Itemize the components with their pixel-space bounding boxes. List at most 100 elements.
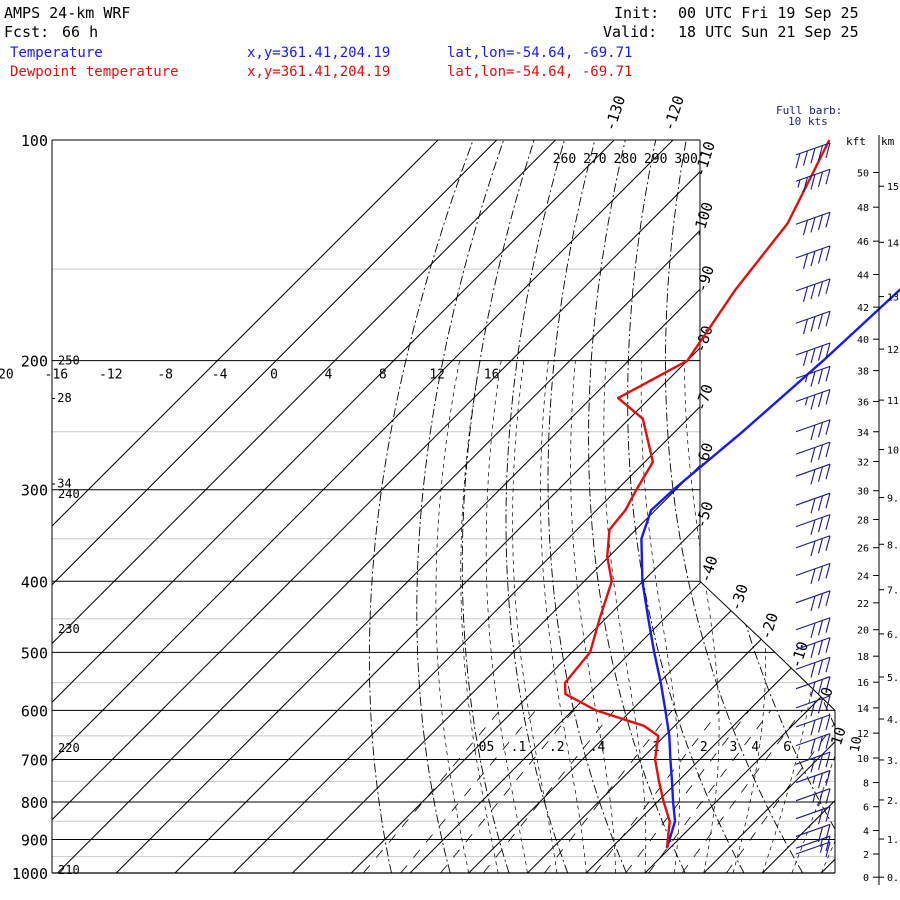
dry-adiabat <box>368 140 474 873</box>
mixing-ratio-label: 3 <box>730 740 738 755</box>
isotherm <box>52 140 733 873</box>
barb-full <box>825 676 831 692</box>
barb-full <box>817 593 824 609</box>
km-label: 9. <box>887 494 899 505</box>
barb-full <box>795 153 801 169</box>
wind-barb <box>795 676 831 698</box>
lapse-label: -12 <box>99 368 122 383</box>
barb-full <box>810 642 816 658</box>
mixing-ratio-label: 6 <box>783 740 791 755</box>
kft-label: 30 <box>857 487 869 498</box>
kft-label: 28 <box>857 515 869 526</box>
barb-full <box>810 447 816 463</box>
forecast-label: Fcst: <box>4 23 49 41</box>
barb-full <box>810 595 816 612</box>
wind-barb <box>795 695 831 717</box>
barb-staff <box>795 770 831 784</box>
isotherm <box>52 140 615 873</box>
barb-full <box>825 245 831 262</box>
kft-label: 14 <box>857 704 869 715</box>
theta-label: 300 <box>674 152 697 167</box>
theta-label: 280 <box>614 152 637 167</box>
barb-full <box>810 662 816 678</box>
barb-staff <box>795 168 831 182</box>
isotherm <box>52 140 498 873</box>
barb-staff <box>795 142 831 156</box>
barb-full <box>825 464 831 480</box>
isotherm <box>527 140 835 873</box>
lapse-label: 0 <box>270 368 278 383</box>
kft-label: 8 <box>863 779 869 790</box>
barb-staff <box>795 823 831 837</box>
wind-barb <box>795 733 831 754</box>
barb-full <box>817 248 824 264</box>
barb-staff <box>795 695 831 709</box>
barb-full <box>810 316 816 332</box>
isotherm <box>703 140 835 873</box>
barb-full <box>825 389 831 405</box>
barb-full <box>825 657 831 673</box>
theta-label: 270 <box>583 152 606 167</box>
kft-label: 42 <box>857 303 869 314</box>
barb-full <box>810 424 816 441</box>
wind-barb <box>795 788 831 807</box>
barb-full <box>817 659 824 675</box>
isotherm <box>233 140 835 873</box>
dry-adiabat <box>505 140 569 873</box>
barb-full <box>810 348 816 364</box>
barb-full <box>817 517 824 533</box>
side-label: 210 <box>58 863 80 877</box>
pressure-label: 400 <box>21 573 48 591</box>
barb-staff <box>795 278 831 292</box>
kft-label: 10 <box>857 754 869 765</box>
mixing-ratio-label: .1 <box>511 740 527 755</box>
forecast-hour: 66 h <box>62 23 98 41</box>
wind-barb <box>795 714 831 736</box>
mixing-ratio-line <box>363 710 501 873</box>
barb-full <box>817 773 824 789</box>
barb-full <box>810 681 816 698</box>
isotherm-label: 10 <box>827 725 850 748</box>
barb-full <box>825 733 831 749</box>
moist-adiabat <box>540 360 587 873</box>
barb-full <box>817 717 824 733</box>
barb-half <box>804 374 809 383</box>
barb-full <box>817 538 824 554</box>
barb-full <box>810 540 816 557</box>
barb-full <box>817 565 824 582</box>
barb-full <box>817 422 824 438</box>
side-label: -28 <box>50 391 72 405</box>
barb-full <box>802 253 809 269</box>
temperature-profile <box>640 288 900 849</box>
barb-full <box>810 469 816 485</box>
barb-full <box>825 514 831 530</box>
wind-barb <box>795 142 831 169</box>
dry-adiabat <box>461 140 535 873</box>
km-label: 2. <box>887 796 899 807</box>
barb-staff <box>795 342 831 356</box>
wind-barb <box>795 617 831 639</box>
isotherm-label: -50 <box>692 499 717 530</box>
moist-adiabat <box>791 360 835 873</box>
kft-label: 6 <box>863 803 869 814</box>
barb-note-line1: Full barb: <box>776 104 842 117</box>
isotherm-label: -70 <box>691 382 716 413</box>
isotherm-label: -100 <box>689 200 717 240</box>
barb-staff <box>795 751 831 765</box>
isotherm-label: -90 <box>692 263 717 294</box>
kft-label: 48 <box>857 203 869 214</box>
dry-adiabat <box>547 140 627 873</box>
km-label: 0. <box>887 873 899 884</box>
kft-label: 50 <box>857 168 869 179</box>
wind-barbs <box>795 142 831 858</box>
background-lines <box>52 140 835 873</box>
sounding-profiles <box>563 139 900 849</box>
barb-full <box>810 568 816 584</box>
barb-full <box>810 174 816 190</box>
dry-adiabat <box>627 140 745 873</box>
isotherm <box>644 140 835 873</box>
wind-barb <box>795 388 831 410</box>
pressure-label: 800 <box>21 794 48 812</box>
barb-full <box>825 342 831 359</box>
barb-full <box>817 466 824 482</box>
